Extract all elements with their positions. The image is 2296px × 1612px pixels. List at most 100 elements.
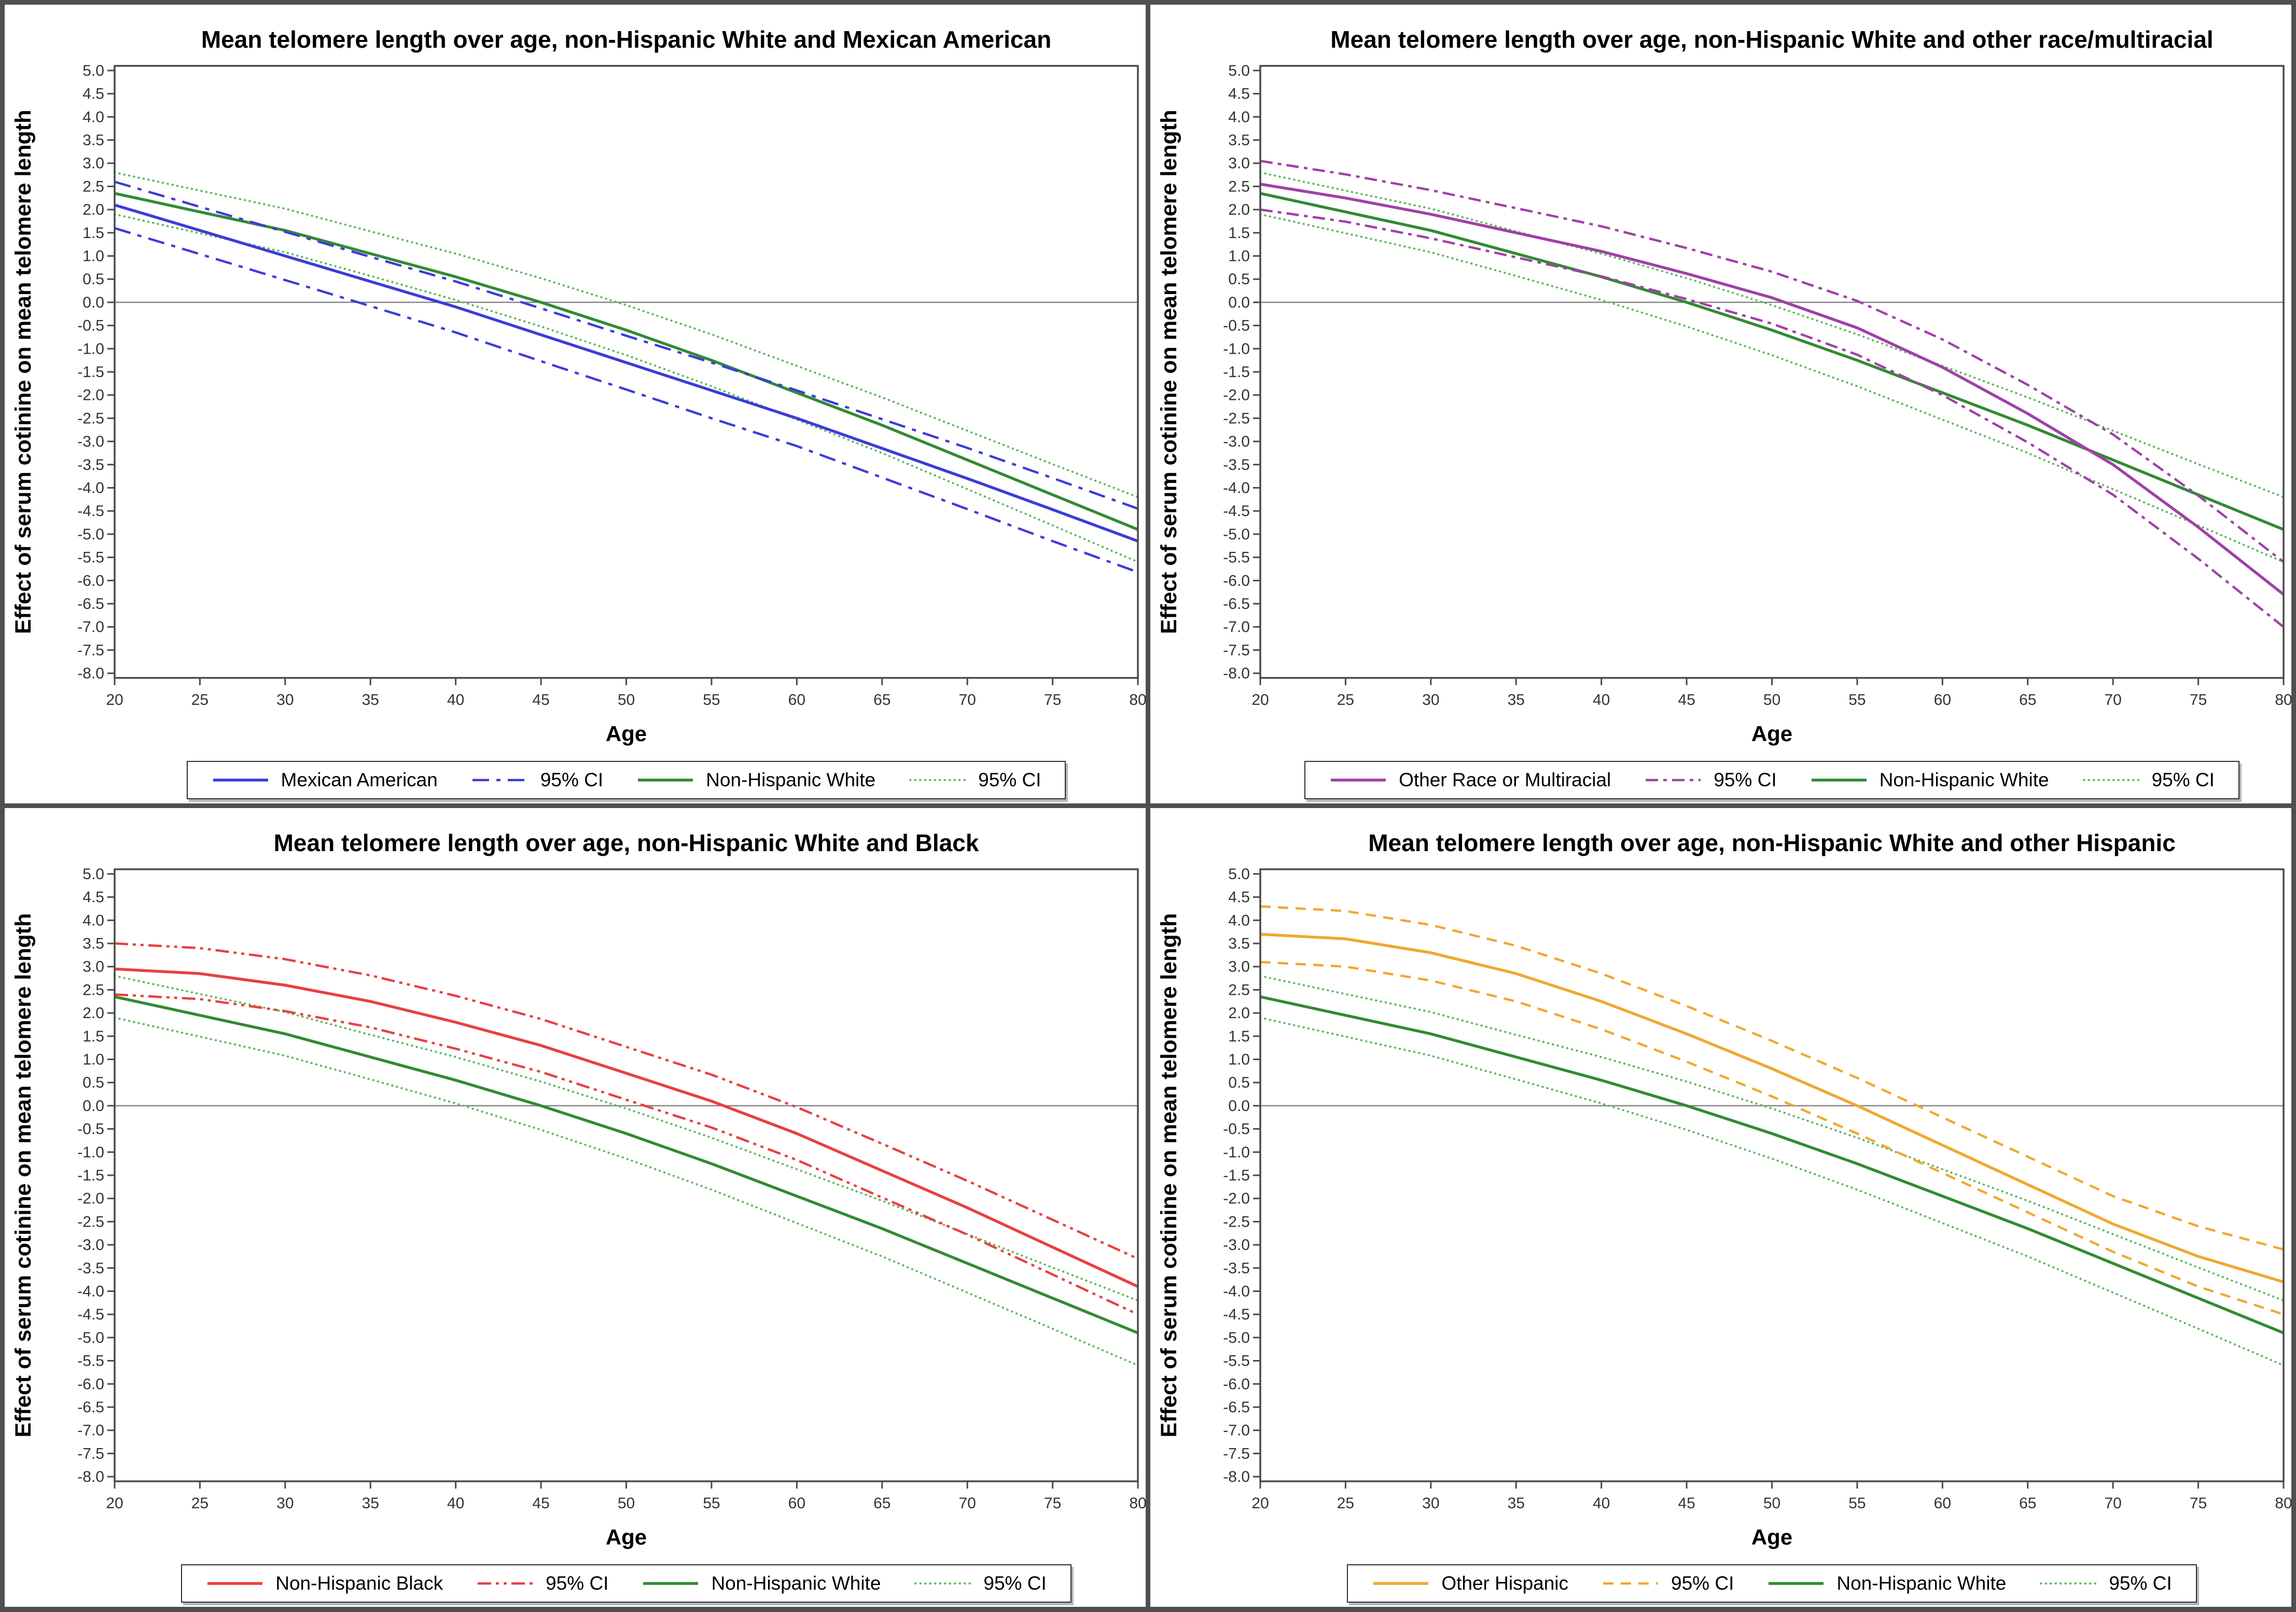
y-tick-label: -6.5 [1223, 595, 1250, 613]
y-tick-label: -2.0 [1223, 387, 1250, 404]
x-tick-label: 30 [1422, 1495, 1439, 1512]
x-tick-label: 25 [191, 1495, 208, 1512]
series-line [1259, 213, 2285, 563]
x-tick-label: 55 [1848, 1495, 1866, 1512]
y-tick-label: -0.5 [77, 1121, 104, 1138]
y-tick-label: 0.0 [82, 294, 104, 311]
x-tick-label: 60 [788, 691, 805, 708]
legend-line-sample [472, 779, 527, 782]
y-tick-label: 2.0 [1228, 1005, 1250, 1022]
legend-label: Other Hispanic [1441, 1573, 1569, 1594]
y-tick-label: -4.5 [77, 1306, 104, 1323]
legend-item: Non-Hispanic White [642, 1573, 881, 1594]
y-tick-label: 5.0 [82, 866, 104, 883]
legend-label: 95% CI [978, 769, 1041, 790]
y-tick-label: -1.5 [1223, 364, 1250, 381]
y-tick-label: 3.5 [1228, 132, 1250, 149]
x-tick-label: 50 [1763, 691, 1780, 708]
y-tick-label: 1.0 [82, 248, 104, 265]
plot-frame [114, 65, 1139, 679]
y-tick-label: -2.5 [1223, 1213, 1250, 1230]
y-tick-label: 0.0 [1228, 1097, 1250, 1115]
x-tick-label: 35 [362, 1495, 379, 1512]
y-tick-label: -1.5 [77, 1167, 104, 1184]
legend-box: Other Race or Multiracial 95% CI Non-His… [1304, 761, 2239, 799]
y-tick-label: -1.0 [77, 340, 104, 357]
y-tick-label: 2.5 [1228, 981, 1250, 998]
x-axis-label: Age [1751, 1525, 1792, 1549]
y-tick-label: -3.0 [77, 433, 104, 450]
y-tick-label: -5.0 [77, 526, 104, 543]
legend-item: 95% CI [476, 1573, 608, 1594]
y-tick-label: 0.0 [1228, 294, 1250, 311]
x-tick-label: 65 [873, 1495, 890, 1512]
y-tick-label: -0.5 [1223, 317, 1250, 335]
x-tick-label: 45 [1678, 1495, 1695, 1512]
y-tick-label: -4.0 [1223, 479, 1250, 496]
legend-item: Other Hispanic [1372, 1573, 1568, 1594]
y-tick-label: -4.0 [77, 479, 104, 496]
x-tick-label: 50 [618, 691, 635, 708]
x-tick-label: 70 [2104, 691, 2121, 708]
panel-mexican-american: 5.0 4.5 4.0 3.5 3.0 2.5 2.0 1.5 1.0 0.5 0.0 -0.5 -1.… [5, 5, 1146, 803]
y-tick-label: -6.0 [77, 572, 104, 589]
y-axis-label: Effect of serum cotinine on mean telomer… [11, 110, 36, 634]
chart-svg-non-hispanic-black: 5.0 4.5 4.0 3.5 3.0 2.5 2.0 1.5 1.0 0.5 0.0 -0.5 -1.… [11, 866, 1146, 1549]
legend-line-sample [638, 779, 693, 782]
legend-line-sample [2040, 1582, 2097, 1585]
y-tick-label: 4.5 [1228, 889, 1250, 906]
x-tick-label: 25 [1337, 1495, 1354, 1512]
y-tick-label: -3.5 [77, 456, 104, 474]
legend-label: Non-Hispanic Black [275, 1573, 443, 1594]
y-tick-label: 2.0 [82, 1005, 104, 1022]
y-tick-label: -5.0 [77, 1329, 104, 1346]
legend-box: Non-Hispanic Black 95% CI Non-Hispanic W… [181, 1564, 1072, 1603]
chart-svg-other-race-multiracial: 5.0 4.5 4.0 3.5 3.0 2.5 2.0 1.5 1.0 0.5 0.0 -0.5 -1.… [1157, 62, 2291, 746]
y-tick-label: -6.5 [77, 595, 104, 613]
series-line [1260, 208, 2285, 628]
y-tick-label: -1.0 [1223, 340, 1250, 357]
x-tick-label: 20 [106, 691, 123, 708]
y-tick-label: -7.0 [1223, 1422, 1250, 1439]
y-tick-label: 2.5 [1228, 178, 1250, 195]
x-tick-label: 20 [106, 1495, 123, 1512]
y-tick-label: -4.0 [77, 1283, 104, 1300]
legend: Mexican American 95% CI Non-Hispanic Whi… [115, 761, 1138, 799]
y-tick-label: -6.0 [77, 1375, 104, 1393]
legend-item: 95% CI [471, 769, 603, 791]
series-line [1260, 933, 2284, 1284]
series-line [1260, 183, 2285, 596]
y-tick-label: 1.5 [82, 1028, 104, 1045]
legend-label: 95% CI [540, 769, 604, 790]
x-tick-label: 80 [2275, 1495, 2291, 1512]
series-line [1259, 975, 2285, 1302]
series-line [114, 180, 1138, 510]
y-tick-label: -2.5 [77, 1213, 104, 1230]
chart-svg-mexican-american: 5.0 4.5 4.0 3.5 3.0 2.5 2.0 1.5 1.0 0.5 0.0 -0.5 -1.… [11, 62, 1146, 746]
legend-label: Other Race or Multiracial [1399, 769, 1611, 790]
y-tick-label: -1.0 [77, 1144, 104, 1161]
y-tick-label: 2.0 [1228, 201, 1250, 218]
legend-line-sample [1646, 779, 1701, 782]
y-tick-label: 1.5 [1228, 225, 1250, 242]
y-tick-label: 2.5 [82, 178, 104, 195]
series-line [1260, 160, 2285, 563]
y-tick-label: 3.0 [82, 155, 104, 172]
panel-other-hispanic: 5.0 4.5 4.0 3.5 3.0 2.5 2.0 1.5 1.0 0.5 0.0 -0.5 -1.… [1150, 808, 2291, 1607]
legend-item: 95% CI [1602, 1573, 1734, 1594]
legend: Non-Hispanic Black 95% CI Non-Hispanic W… [115, 1564, 1138, 1603]
y-axis-label: Effect of serum cotinine on mean telomer… [11, 913, 36, 1438]
y-tick-label: -1.5 [77, 364, 104, 381]
y-tick-label: 5.0 [82, 62, 104, 79]
series-line [1260, 192, 2285, 531]
y-tick-label: -4.5 [77, 503, 104, 520]
legend-line-sample [1811, 779, 1867, 782]
y-tick-label: -7.0 [1223, 619, 1250, 636]
y-tick-label: -2.0 [77, 1190, 104, 1207]
panel-title: Mean telomere length over age, non-Hispa… [273, 829, 979, 856]
legend-item: Mexican American [212, 769, 438, 791]
x-tick-label: 40 [1593, 691, 1610, 708]
y-tick-label: 5.0 [1228, 62, 1250, 79]
x-tick-label: 30 [276, 691, 294, 708]
